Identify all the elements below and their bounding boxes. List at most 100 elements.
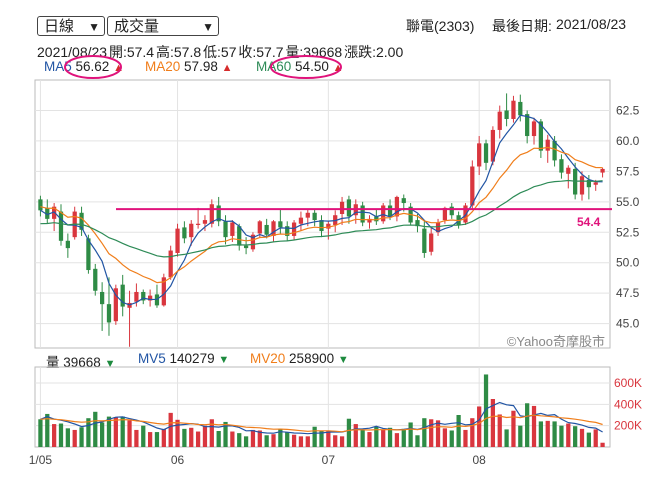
ma60-legend-value: 54.50 xyxy=(295,59,329,74)
candle-body xyxy=(305,212,310,218)
volume-bar xyxy=(86,418,91,447)
volume-bar xyxy=(243,436,249,447)
volume-bar xyxy=(394,433,400,447)
candle-body xyxy=(195,223,201,225)
volume-bar xyxy=(257,430,262,447)
candle-body xyxy=(545,139,550,151)
volume-legend: 量 39668 ▼ xyxy=(46,351,115,371)
volume-bar xyxy=(312,426,317,447)
volume-bar xyxy=(223,421,228,447)
up-triangle-icon: ▲ xyxy=(221,62,233,74)
volume-tick-label: 600K xyxy=(614,376,642,390)
price-panel-frame xyxy=(34,79,611,349)
volume-bar xyxy=(93,411,98,447)
candle-body xyxy=(250,234,256,250)
price-tick-label: 57.5 xyxy=(616,164,640,178)
candle-body xyxy=(593,182,598,185)
volume-bar xyxy=(271,434,276,447)
ma60-legend-label: MA60 xyxy=(256,59,292,74)
volume-tick-label: 200K xyxy=(614,419,642,433)
volume-bar xyxy=(230,431,235,447)
volume-bar xyxy=(209,419,214,447)
candle-body xyxy=(237,226,242,246)
volume-bar xyxy=(237,433,242,447)
candle-body xyxy=(401,198,406,204)
candle-body xyxy=(449,206,454,216)
candle-body xyxy=(531,121,537,137)
candle-body xyxy=(381,205,386,222)
last-date: 2021/08/23 xyxy=(556,16,627,32)
mv20-legend-label: MV20 xyxy=(250,351,286,366)
period-select[interactable]: 日線 ▼ xyxy=(37,16,105,36)
price-tick-label: 47.5 xyxy=(616,286,640,300)
candle-body xyxy=(538,121,543,151)
up-triangle-icon: ▲ xyxy=(113,62,124,74)
volume-bar xyxy=(202,425,208,447)
ma60-line xyxy=(40,179,603,258)
volume-bar xyxy=(100,422,105,447)
candle-body xyxy=(168,250,173,278)
candle-body xyxy=(291,222,297,236)
volume-bar xyxy=(435,420,441,447)
volume-bar xyxy=(401,428,406,447)
volume-bar xyxy=(278,428,283,447)
candle-body xyxy=(209,204,214,224)
candle-body xyxy=(504,110,509,119)
candle-body xyxy=(161,277,166,306)
ma20-line xyxy=(40,146,603,284)
candle-body xyxy=(257,221,262,234)
price-tick-label: 60.0 xyxy=(616,134,640,148)
candle-body xyxy=(552,140,557,161)
candle-body xyxy=(278,221,283,228)
mv20-legend-value: 258900 xyxy=(289,351,335,366)
volume-bar xyxy=(504,429,509,447)
volume-bar xyxy=(367,432,372,447)
volume-bar xyxy=(360,429,365,447)
volume-bar xyxy=(333,435,338,447)
candle-body xyxy=(435,222,441,233)
price-tick-label: 55.0 xyxy=(616,195,640,209)
candle-body xyxy=(326,223,331,229)
ma20-legend: MA20 57.98 ▲ xyxy=(145,59,233,74)
candle-body xyxy=(243,245,249,249)
ma60-highlight-ellipse xyxy=(270,55,342,79)
volume-bar xyxy=(490,399,496,447)
price-tick-label: 62.5 xyxy=(616,103,640,117)
candle-body xyxy=(483,143,489,163)
volume-bar xyxy=(216,431,221,447)
volume-bar xyxy=(189,427,194,447)
candle-body xyxy=(189,223,194,238)
candle-body xyxy=(586,179,591,188)
price-tick-label: 45.0 xyxy=(616,317,640,331)
volume-bar xyxy=(559,425,564,447)
volume-bar xyxy=(161,428,166,447)
volume-bar xyxy=(586,432,591,447)
candle-body xyxy=(93,268,98,291)
candle-body xyxy=(387,205,393,217)
candle-body xyxy=(360,205,365,223)
volume-bar xyxy=(147,432,153,447)
ma5-legend: MA5 56.62 ▲ xyxy=(44,59,124,74)
volume-bar xyxy=(319,431,324,447)
down-triangle-icon: ▼ xyxy=(337,354,349,366)
ma5-highlight-ellipse xyxy=(64,55,122,79)
ma5-legend-value: 56.62 xyxy=(75,59,110,74)
volume-bar xyxy=(65,428,70,447)
indicator-select[interactable]: 成交量 ▼ xyxy=(107,16,219,36)
candle-body xyxy=(497,111,502,130)
candle-body xyxy=(147,295,153,301)
volume-bar xyxy=(72,429,77,447)
price-tick-label: 50.0 xyxy=(616,256,640,270)
volume-bar xyxy=(511,410,516,447)
mv20-line xyxy=(40,414,603,433)
up-triangle-icon: ▲ xyxy=(332,62,344,74)
volume-bar xyxy=(449,430,454,447)
volume-bar xyxy=(518,425,523,447)
ma20-legend-label: MA20 xyxy=(145,59,181,74)
volume-bar xyxy=(326,430,331,447)
volume-bar xyxy=(353,424,358,447)
volume-bar xyxy=(408,422,413,447)
volume-bar xyxy=(600,442,605,447)
candle-body xyxy=(442,207,448,221)
